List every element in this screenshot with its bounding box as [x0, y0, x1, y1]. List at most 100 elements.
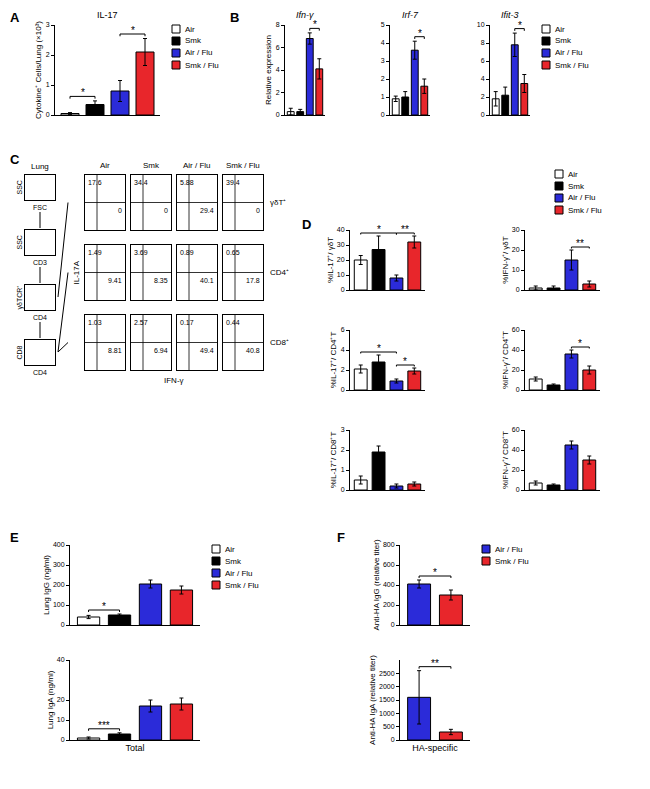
svg-text:Air / Flu: Air / Flu: [495, 545, 523, 554]
svg-text:***: ***: [98, 720, 110, 731]
svg-text:Air: Air: [568, 170, 578, 179]
svg-text:IL-17A: IL-17A: [72, 260, 81, 284]
svg-text:%IL-17⁺/ CD8⁺T: %IL-17⁺/ CD8⁺T: [329, 432, 338, 489]
svg-text:400: 400: [383, 581, 395, 588]
svg-text:Smk: Smk: [185, 36, 202, 45]
svg-text:5: 5: [381, 21, 385, 28]
svg-text:γδT⁺: γδT⁺: [270, 198, 286, 207]
svg-text:20: 20: [512, 366, 520, 373]
svg-text:3.69: 3.69: [134, 249, 148, 256]
svg-text:Lung: Lung: [31, 162, 49, 171]
svg-text:60: 60: [512, 426, 520, 433]
svg-text:9.41: 9.41: [108, 277, 122, 284]
svg-text:10: 10: [477, 21, 485, 28]
svg-text:4: 4: [481, 75, 485, 82]
svg-text:1500: 1500: [379, 696, 395, 703]
svg-text:2: 2: [276, 89, 280, 96]
svg-text:CD3: CD3: [33, 259, 47, 266]
svg-text:*: *: [377, 343, 381, 354]
svg-text:E: E: [10, 530, 19, 545]
svg-text:A: A: [10, 10, 20, 25]
svg-text:Cytokine⁺ Cells/Lung (×10³): Cytokine⁺ Cells/Lung (×10³): [34, 21, 43, 119]
svg-text:17.8: 17.8: [246, 277, 260, 284]
svg-text:2500: 2500: [379, 670, 395, 677]
svg-text:%IFN-γ⁺/ CD8⁺T: %IFN-γ⁺/ CD8⁺T: [501, 431, 510, 489]
svg-text:Smk: Smk: [568, 182, 585, 191]
svg-text:Lung IgA (ng/ml): Lung IgA (ng/ml): [46, 670, 55, 729]
svg-text:**: **: [401, 224, 409, 235]
svg-text:B: B: [230, 10, 239, 25]
svg-text:0: 0: [391, 736, 395, 743]
svg-text:0: 0: [481, 111, 485, 118]
svg-text:3: 3: [46, 21, 50, 28]
svg-text:Smk / Flu: Smk / Flu: [555, 61, 589, 70]
svg-text:0: 0: [256, 207, 260, 214]
svg-text:34.4: 34.4: [134, 179, 148, 186]
svg-text:Air: Air: [185, 25, 195, 34]
svg-text:%IL-17⁺/ γδT: %IL-17⁺/ γδT: [326, 237, 335, 283]
svg-text:*: *: [433, 567, 437, 578]
svg-text:Ifn-γ: Ifn-γ: [296, 10, 314, 20]
svg-text:0: 0: [516, 286, 520, 293]
svg-text:IL-17: IL-17: [97, 10, 118, 20]
svg-text:40: 40: [57, 656, 65, 663]
svg-text:Anti-HA IgG (relative titer): Anti-HA IgG (relative titer): [372, 539, 381, 630]
svg-text:2.57: 2.57: [134, 319, 148, 326]
svg-text:0: 0: [341, 486, 345, 493]
svg-text:Air: Air: [555, 25, 565, 34]
svg-text:CD8⁺: CD8⁺: [270, 338, 289, 347]
svg-text:49.4: 49.4: [200, 347, 214, 354]
svg-text:0: 0: [516, 386, 520, 393]
svg-text:39.4: 39.4: [226, 179, 240, 186]
svg-text:*: *: [131, 25, 135, 36]
svg-text:Ifit-3: Ifit-3: [501, 10, 519, 20]
svg-text:0: 0: [61, 736, 65, 743]
svg-text:Smk / Flu: Smk / Flu: [568, 206, 602, 215]
svg-text:IFN-γ: IFN-γ: [164, 376, 184, 385]
svg-text:40.1: 40.1: [200, 277, 214, 284]
svg-text:8.35: 8.35: [154, 277, 168, 284]
svg-text:200: 200: [383, 601, 395, 608]
svg-text:*: *: [518, 20, 522, 31]
svg-text:0: 0: [381, 111, 385, 118]
svg-text:0: 0: [164, 207, 168, 214]
svg-text:8.81: 8.81: [108, 347, 122, 354]
svg-text:0: 0: [391, 621, 395, 628]
svg-text:F: F: [337, 530, 345, 545]
svg-text:Smk / Flu: Smk / Flu: [185, 61, 219, 70]
svg-text:**: **: [431, 658, 439, 669]
svg-text:6: 6: [276, 44, 280, 51]
svg-text:30: 30: [337, 241, 345, 248]
svg-text:SSC: SSC: [16, 235, 23, 249]
svg-text:0.17: 0.17: [180, 319, 194, 326]
svg-text:CD8: CD8: [16, 345, 23, 359]
svg-text:0: 0: [341, 386, 345, 393]
svg-text:0: 0: [46, 111, 50, 118]
svg-text:200: 200: [53, 581, 65, 588]
svg-text:2000: 2000: [379, 683, 395, 690]
svg-text:5.88: 5.88: [180, 179, 194, 186]
svg-text:40: 40: [512, 446, 520, 453]
svg-text:**: **: [576, 238, 584, 249]
svg-text:Lung IgG (ng/ml): Lung IgG (ng/ml): [42, 555, 51, 615]
svg-text:30: 30: [512, 226, 520, 233]
svg-text:*: *: [102, 601, 106, 612]
svg-text:29.4: 29.4: [200, 207, 214, 214]
svg-text:40: 40: [337, 226, 345, 233]
svg-text:0: 0: [61, 621, 65, 628]
svg-text:100: 100: [53, 601, 65, 608]
svg-text:4: 4: [341, 346, 345, 353]
svg-text:3: 3: [381, 57, 385, 64]
svg-text:C: C: [10, 152, 20, 167]
svg-text:γδTCR⁺: γδTCR⁺: [16, 285, 24, 310]
svg-text:0.89: 0.89: [180, 249, 194, 256]
svg-text:SSC: SSC: [16, 180, 23, 194]
svg-text:0: 0: [516, 486, 520, 493]
svg-text:3: 3: [341, 426, 345, 433]
svg-text:4: 4: [381, 39, 385, 46]
svg-text:Air / Flu: Air / Flu: [555, 48, 583, 57]
svg-text:800: 800: [383, 541, 395, 548]
svg-text:6: 6: [341, 326, 345, 333]
svg-text:D: D: [302, 217, 311, 232]
svg-text:10: 10: [57, 716, 65, 723]
